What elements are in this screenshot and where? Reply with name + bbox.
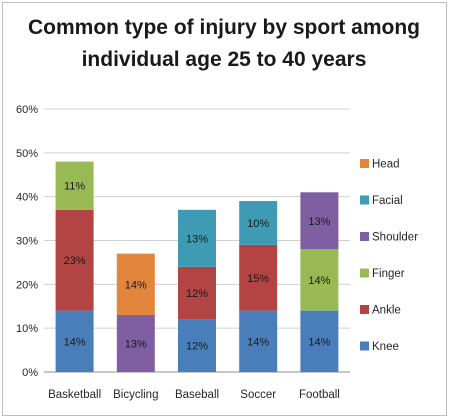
legend-label: Finger (372, 268, 405, 280)
x-tick-label: Bicycling (113, 389, 158, 401)
data-label: 23% (64, 255, 86, 267)
bar-segment (239, 310, 278, 372)
bars-layer: 14% 12% 14% 14% 13% 23% 12% 15% 11% 14% 14% 13% 10% 1… (55, 161, 339, 372)
chart-title-line-1: Common type of injury by sport among (28, 16, 420, 39)
y-tick-label: 0% (22, 367, 38, 379)
legend-label: Ankle (372, 305, 401, 317)
bar-segment (239, 201, 278, 245)
legend-swatch (360, 195, 369, 205)
y-tick-label: 30% (16, 236, 38, 248)
bar-segment (55, 161, 94, 210)
y-tick-label: 60% (16, 104, 38, 116)
legend-label: Knee (372, 341, 399, 353)
legend-swatch (360, 305, 369, 314)
chart-title-line-2: individual age 25 to 40 years (82, 48, 367, 71)
data-label: 14% (64, 336, 86, 348)
data-label: 14% (308, 275, 330, 287)
data-label: 12% (186, 341, 208, 353)
bar-segment (178, 319, 216, 372)
y-tick-label: 20% (16, 279, 38, 291)
data-label: 13% (125, 339, 147, 351)
y-tick-label: 40% (16, 192, 38, 204)
bar-segment (116, 253, 155, 316)
legend-swatch (360, 268, 369, 278)
x-tick-label: Football (299, 389, 340, 401)
bar-segment (239, 244, 278, 311)
legend-label: Head (372, 159, 400, 171)
legend-swatch (360, 232, 369, 241)
legend-label: Shoulder (372, 232, 418, 244)
data-label: 13% (308, 216, 330, 228)
data-label: 15% (247, 273, 269, 285)
legend-swatch (360, 341, 369, 351)
data-label: 10% (247, 218, 269, 230)
x-tick-label: Soccer (240, 389, 276, 401)
data-label: 12% (186, 288, 208, 300)
legend-swatch (360, 159, 369, 168)
bar-segment (300, 310, 339, 372)
data-label: 11% (64, 181, 85, 193)
data-label: 13% (186, 233, 208, 245)
legend-label: Facial (372, 195, 403, 207)
bar-segment (116, 315, 155, 372)
data-label: 14% (247, 336, 269, 348)
x-tick-label: Baseball (175, 389, 219, 401)
data-label: 14% (308, 336, 330, 348)
bar-segment (300, 249, 339, 311)
bar-segment (178, 266, 216, 320)
legend: Head Facial Shoulder Finger Ankle Knee (360, 159, 418, 353)
axis-layer: 0% 10% 20% 30% 40% 50% 60% Basketball Bicycling B… (16, 104, 340, 401)
bar-segment (178, 209, 216, 267)
data-label: 14% (125, 279, 147, 291)
bar-segment (55, 310, 94, 372)
grid-layer (44, 108, 350, 373)
bar-segment (55, 209, 94, 311)
y-tick-label: 50% (16, 148, 38, 160)
bar-segment (300, 192, 339, 250)
x-tick-label: Basketball (48, 389, 101, 401)
y-tick-label: 10% (16, 323, 38, 335)
